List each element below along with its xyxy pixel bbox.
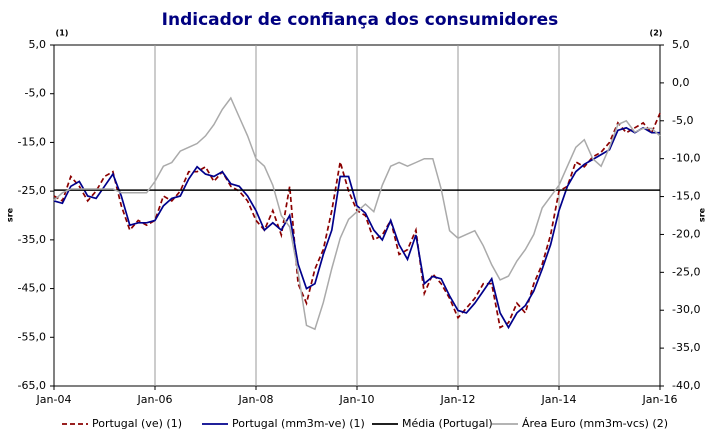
x-tick-label: Jan-10 (339, 393, 375, 406)
y-axis-label: sre (6, 207, 15, 222)
y2-tick-label: -15,0 (672, 190, 700, 203)
y-tick-label: -15,0 (18, 135, 46, 148)
x-tick-label: Jan-06 (137, 393, 173, 406)
y2-tick-label: -25,0 (672, 265, 700, 278)
y-tick-label: -5,0 (25, 87, 46, 100)
y-tick-label: 5,0 (29, 38, 47, 51)
legend-label: Média (Portugal) (402, 417, 493, 430)
series-line (53, 96, 661, 331)
chart-title: Indicador de confiança dos consumidores (162, 10, 559, 30)
y2-tick-label: -20,0 (672, 227, 700, 240)
y2-tick-label: 0,0 (672, 76, 690, 89)
y-tick-label: -55,0 (18, 330, 46, 343)
y-tick-label: -45,0 (18, 282, 46, 295)
series-line (53, 112, 661, 329)
x-tick-label: Jan-04 (36, 393, 72, 406)
y2-tick-label: -40,0 (672, 379, 700, 392)
x-tick-label: Jan-16 (642, 393, 678, 406)
legend-label: Área Euro (mm3m-vcs) (2) (522, 417, 668, 430)
y2-tick-label: -10,0 (672, 152, 700, 165)
x-tick-label: Jan-08 (238, 393, 274, 406)
y2-tick-label: -35,0 (672, 341, 700, 354)
legend-label: Portugal (ve) (1) (92, 417, 182, 430)
y2-note: (2) (650, 29, 663, 38)
legend-label: Portugal (mm3m-ve) (1) (232, 417, 365, 430)
x-tick-label: Jan-14 (541, 393, 577, 406)
x-tick-label: Jan-12 (440, 393, 476, 406)
y-tick-label: -35,0 (18, 233, 46, 246)
y-tick-label: -25,0 (18, 184, 46, 197)
y-tick-label: -65,0 (18, 379, 46, 392)
y2-tick-label: 5,0 (672, 38, 690, 51)
series-line (53, 126, 660, 330)
y-note: (1) (56, 29, 69, 38)
y2-tick-label: -5,0 (672, 114, 693, 127)
y2-tick-label: -30,0 (672, 303, 700, 316)
y2-axis-label: sre (698, 207, 707, 222)
